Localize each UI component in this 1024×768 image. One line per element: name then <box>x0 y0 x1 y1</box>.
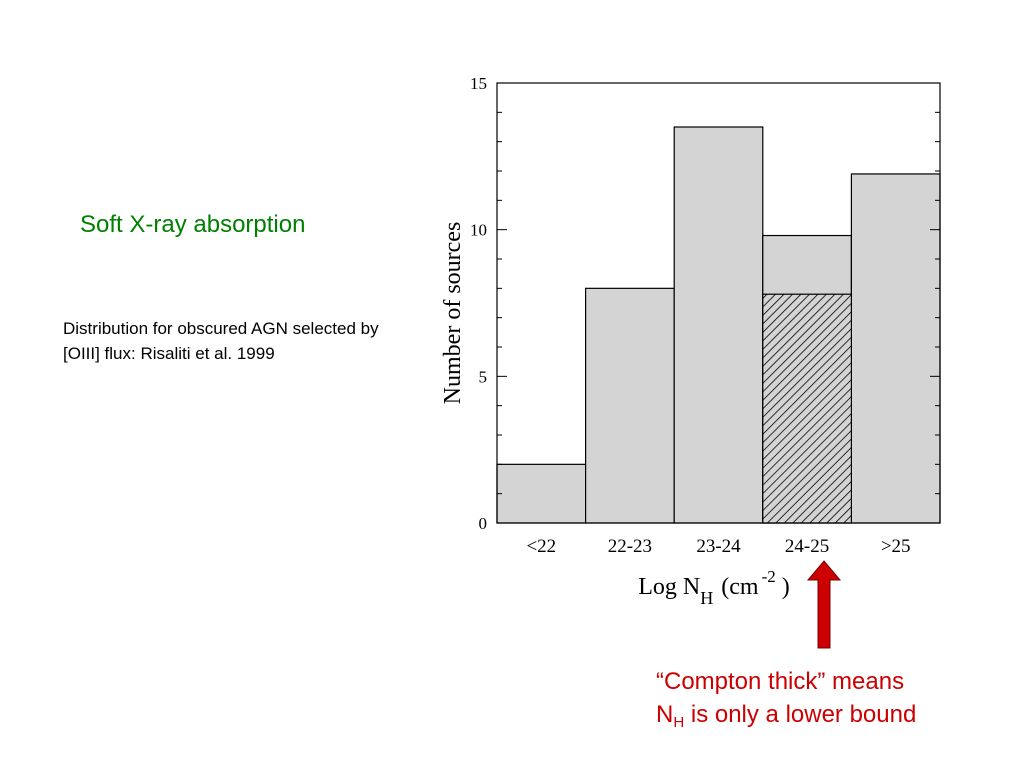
x-axis-tick-labels: <22 22-23 23-24 24-25 >25 <box>526 536 910 557</box>
x-tick-label-1: 22-23 <box>608 536 652 557</box>
y-axis-label: Number of sources <box>440 222 466 405</box>
x-tick-label-3: 24-25 <box>785 536 829 557</box>
y-tick-label-0: 0 <box>479 514 488 533</box>
up-arrow-icon <box>806 560 842 649</box>
slide-title: Soft X-ray absorption <box>80 211 306 238</box>
x-tick-label-0: <22 <box>526 536 556 557</box>
y-axis-ticks: 0 5 10 15 <box>470 74 940 533</box>
bar-4 <box>850 173 941 524</box>
y-tick-label-2: 10 <box>470 221 487 240</box>
bar-0 <box>496 463 587 524</box>
y-tick-label-1: 5 <box>479 367 488 386</box>
slide-body-text: Distribution for obscured AGN selected b… <box>63 319 379 363</box>
x-tick-label-2: 23-24 <box>696 536 741 557</box>
chart-bars <box>496 126 941 524</box>
annotation-line-1: “Compton thick” means <box>656 668 905 695</box>
y-tick-label-3: 15 <box>470 74 487 93</box>
plot-frame <box>496 82 941 524</box>
bar-1 <box>584 287 675 524</box>
annotation-line-2: NH is only a lower bound <box>656 701 917 731</box>
chart-hatch-bars <box>762 293 852 524</box>
hatched-bar-3 <box>762 293 852 524</box>
bar-2 <box>673 126 764 524</box>
compton-thick-annotation: “Compton thick” means NH is only a lower… <box>656 665 916 739</box>
x-tick-label-4: >25 <box>881 536 911 557</box>
x-axis-label: Log NH (cm -2) <box>638 567 789 608</box>
